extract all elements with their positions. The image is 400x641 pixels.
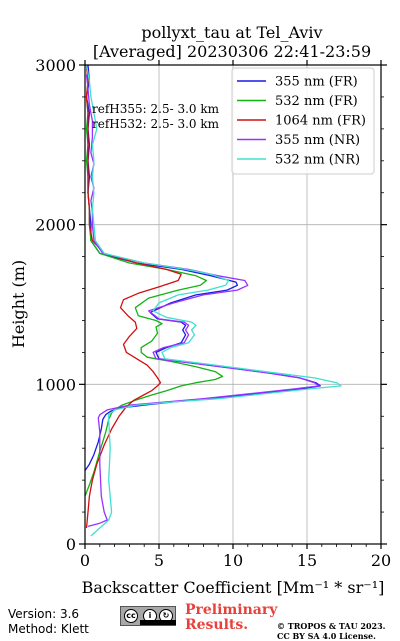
preliminary-line1: Preliminary [185,602,278,618]
y-tick-label: 3000 [35,56,76,75]
cc-icon: cc [124,609,138,623]
method-text: Method: Klett [8,622,89,636]
cc-badge-bar [140,620,176,625]
x-tick-label: 5 [154,551,164,570]
cc-license-badge: cc i ↻ [120,606,176,626]
annotation-refh532: refH532: 2.5- 3.0 km [92,117,220,131]
copyright-line2: CC BY SA 4.0 License. [277,631,376,641]
legend-label-0: 355 nm (FR) [275,75,358,90]
y-tick-label: 1000 [35,375,76,394]
x-tick-label: 0 [80,551,90,570]
legend-label-1: 532 nm (FR) [275,94,358,109]
copyright-line1: © TROPOS & TAU 2023. [277,621,386,631]
y-tick-label: 2000 [35,216,76,235]
legend-box [231,67,375,175]
chart-title-line2: [Averaged] 20230306 22:41-23:59 [93,42,371,61]
y-axis-label: Height (m) [9,260,28,348]
legend-label-4: 532 nm (NR) [275,153,360,168]
x-tick-label: 20 [371,551,391,570]
x-axis-label: Backscatter Coefficient [Mm⁻¹ * sr⁻¹] [82,578,385,597]
series-line-3 [85,74,320,528]
preliminary-line2: Results. [185,617,249,633]
y-tick-label: 0 [66,535,76,554]
annotation-refh355: refH355: 2.5- 3.0 km [92,102,220,116]
copyright-notice: © TROPOS & TAU 2023. CC BY SA 4.0 Licens… [277,621,385,641]
series-lines [85,65,342,537]
legend-label-3: 355 nm (NR) [275,133,360,148]
preliminary-label: Preliminary Results. [185,603,277,633]
legend: 355 nm (FR) 532 nm (FR) 1064 nm (FR) 355 nm… [231,67,375,175]
chart-title-line1: pollyxt_tau at Tel_Aviv [141,23,322,42]
legend-label-2: 1064 nm (FR) [275,114,366,129]
axis-ticks [79,60,387,549]
x-tick-label: 15 [297,551,317,570]
series-line-2 [85,65,182,529]
x-tick-label: 10 [223,551,243,570]
series-line-4 [85,65,342,537]
version-text: Version: 3.6 [8,607,80,621]
